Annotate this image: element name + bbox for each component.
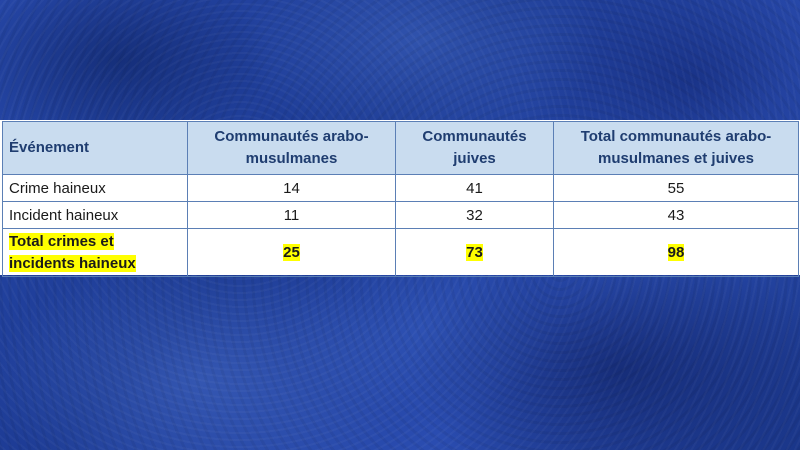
cell-value: 41 — [395, 174, 554, 202]
total-value: 98 — [667, 244, 685, 261]
total-row: Total crimes et incidents haineux 25 73 … — [2, 228, 799, 277]
total-cell: 73 — [395, 228, 554, 277]
header-total-communities: Total communautés arabo-musulmanes et ju… — [553, 121, 799, 175]
cell-value: 55 — [553, 174, 799, 202]
cell-value: 14 — [187, 174, 396, 202]
row-label: Incident haineux — [2, 201, 188, 229]
header-event: Événement — [2, 121, 188, 175]
total-value: 73 — [466, 244, 483, 261]
header-arab-muslim-communities: Communautés arabo-musulmanes — [187, 121, 396, 175]
total-cell: 25 — [187, 228, 396, 277]
header-jewish-communities: Communautés juives — [395, 121, 554, 175]
table-row: Incident haineux 11 32 43 — [2, 201, 799, 229]
table-row: Crime haineux 14 41 55 — [2, 174, 799, 202]
cell-value: 11 — [187, 201, 396, 229]
total-row-label: Total crimes et incidents haineux — [9, 232, 136, 272]
hate-incidents-table: Événement Communautés arabo-musulmanes C… — [2, 121, 799, 277]
total-row-label-cell: Total crimes et incidents haineux — [2, 228, 188, 277]
row-label: Crime haineux — [2, 174, 188, 202]
cell-value: 32 — [395, 201, 554, 229]
table-header-row: Événement Communautés arabo-musulmanes C… — [2, 121, 799, 175]
total-value: 25 — [283, 244, 300, 261]
total-cell: 98 — [553, 228, 799, 277]
cell-value: 43 — [553, 201, 799, 229]
